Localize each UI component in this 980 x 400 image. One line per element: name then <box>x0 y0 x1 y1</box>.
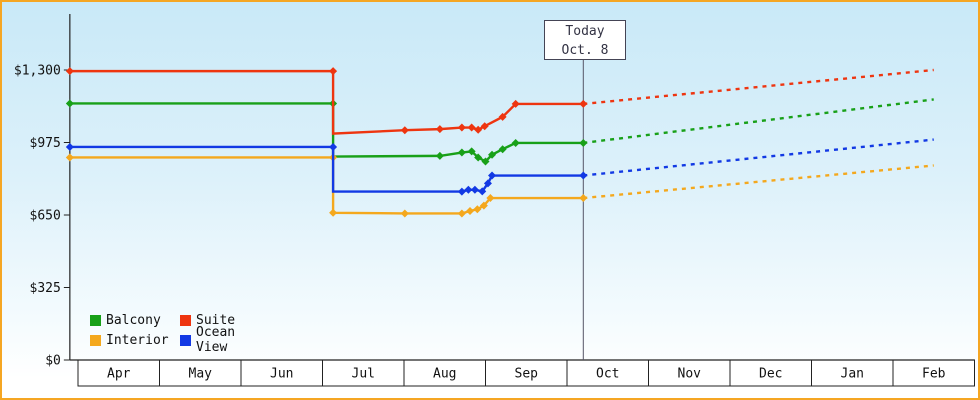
data-point-balcony <box>474 153 483 162</box>
legend-item-interior: Interior <box>90 333 180 348</box>
data-point-balcony <box>488 150 497 159</box>
data-point-interior <box>65 153 74 162</box>
data-point-balcony <box>457 148 466 157</box>
today-date: Oct. 8 <box>561 43 609 58</box>
legend-label-balcony: Balcony <box>106 312 161 328</box>
legend-item-ocean-view: Ocean View <box>180 325 270 355</box>
today-label: Today <box>565 24 605 39</box>
data-point-balcony <box>435 151 444 160</box>
data-point-balcony <box>498 145 507 154</box>
balcony-swatch-icon <box>90 314 101 326</box>
data-point-interior <box>473 205 482 214</box>
data-point-interior <box>486 194 495 203</box>
data-point-suite <box>400 126 409 135</box>
data-point-balcony <box>481 157 490 166</box>
month-label: May <box>189 367 213 382</box>
series-line-suite <box>69 69 584 135</box>
month-label: Aug <box>433 367 456 382</box>
month-label: Jun <box>270 367 293 382</box>
month-label: Nov <box>678 367 702 382</box>
month-label: Feb <box>922 367 946 382</box>
y-axis-label: $0 <box>45 354 61 369</box>
series-projection-suite <box>583 68 934 106</box>
data-point-interior <box>457 209 466 218</box>
month-cell <box>159 359 242 387</box>
month-label: Jan <box>841 367 864 382</box>
legend-label-suite: Suite <box>196 312 236 328</box>
suite-swatch-icon <box>180 314 191 326</box>
data-point-ocean-view <box>579 171 588 180</box>
legend-item-suite: Suite <box>180 313 270 328</box>
data-point-suite <box>435 125 444 134</box>
data-point-interior <box>400 209 409 218</box>
interior-swatch-icon <box>90 334 101 346</box>
data-point-suite <box>474 125 483 134</box>
data-point-ocean-view <box>329 142 338 151</box>
y-axis-label: $325 <box>30 281 61 296</box>
data-point-suite <box>467 123 476 132</box>
data-point-balcony <box>579 138 588 147</box>
data-point-interior <box>329 208 338 217</box>
series-line-ocean-view <box>69 145 584 193</box>
y-axis-label: $975 <box>30 136 61 151</box>
y-axis-label: $650 <box>30 209 61 224</box>
data-point-ocean-view <box>478 187 487 196</box>
data-point-ocean-view <box>457 187 466 196</box>
legend-row: Interior Ocean View <box>90 325 270 355</box>
month-label: Apr <box>107 367 131 382</box>
data-point-balcony <box>467 147 476 156</box>
data-point-suite <box>511 99 520 108</box>
month-cell <box>77 359 160 387</box>
legend: Balcony Suite Interior Ocean View <box>90 310 270 355</box>
data-point-balcony <box>65 99 74 108</box>
data-point-interior <box>479 201 488 210</box>
data-point-suite <box>498 112 507 121</box>
data-point-ocean-view <box>464 185 473 194</box>
data-point-suite <box>457 123 466 132</box>
today-box: Today Oct. 8 <box>544 20 626 60</box>
series-line-interior <box>69 156 584 215</box>
data-point-ocean-view <box>65 142 74 151</box>
data-point-balcony <box>511 138 520 147</box>
data-point-ocean-view <box>488 171 497 180</box>
data-point-suite <box>65 67 74 76</box>
month-cell <box>240 359 323 387</box>
month-label: Jul <box>352 367 375 382</box>
ocean-view-swatch-icon <box>180 334 191 346</box>
legend-label-interior: Interior <box>106 332 169 348</box>
data-point-interior <box>579 194 588 203</box>
month-cell <box>566 359 649 387</box>
legend-label-ocean-view: Ocean View <box>196 325 236 355</box>
month-cell <box>729 359 812 387</box>
data-point-ocean-view <box>470 185 479 194</box>
month-label: Dec <box>759 367 782 382</box>
data-point-suite <box>579 99 588 108</box>
series-projection-interior <box>583 164 934 200</box>
legend-item-balcony: Balcony <box>90 313 180 328</box>
month-label: Sep <box>515 367 539 382</box>
month-label: Oct <box>596 367 619 382</box>
data-point-suite <box>329 67 338 76</box>
month-cell <box>403 359 486 387</box>
y-axis-label: $1,300 <box>14 64 61 79</box>
legend-row: Balcony Suite <box>90 310 270 330</box>
data-point-ocean-view <box>483 179 492 188</box>
data-point-interior <box>466 206 475 215</box>
series-projection-balcony <box>583 98 934 145</box>
data-point-suite <box>480 122 489 131</box>
month-cell <box>892 359 975 387</box>
